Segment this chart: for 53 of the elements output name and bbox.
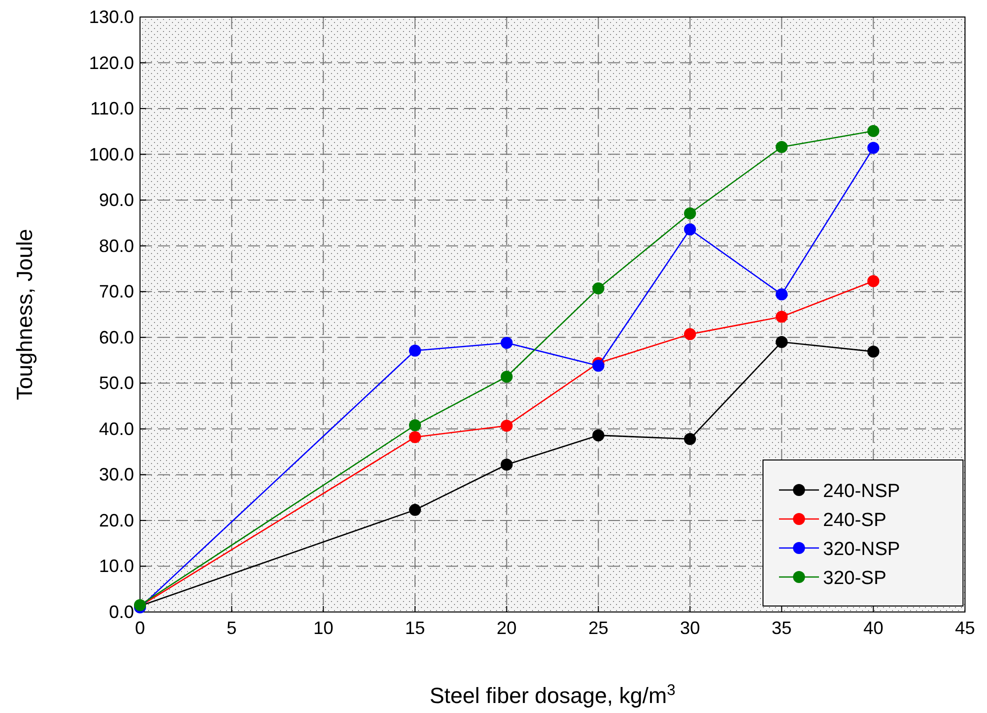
x-tick-label: 30 <box>680 618 700 638</box>
point <box>684 432 696 445</box>
y-tick-label: 20.0 <box>98 510 134 530</box>
x-axis-title: Steel fiber dosage, kg/m$^{3}$ <box>430 682 676 708</box>
x-tick-label: 25 <box>588 618 608 638</box>
x-tick-label: 0 <box>134 618 146 638</box>
x-tick-label: 20 <box>496 618 517 638</box>
point <box>684 207 696 220</box>
point <box>867 346 880 358</box>
y-tick-label: 70.0 <box>98 282 134 302</box>
point <box>592 360 604 372</box>
point <box>409 419 421 432</box>
point <box>776 288 788 300</box>
point <box>684 223 696 236</box>
point <box>409 504 421 516</box>
x-tick-label: 45 <box>954 618 976 638</box>
point <box>500 370 513 383</box>
x-tick-label: 15 <box>404 618 426 638</box>
x-tick-label: 5 <box>226 618 237 638</box>
y-tick-label: 130.0 <box>88 7 134 27</box>
point <box>409 344 421 357</box>
y-tick-label: 0.0 <box>108 602 134 622</box>
point <box>409 431 421 444</box>
point <box>592 429 604 442</box>
point <box>776 336 788 348</box>
x-tick-label: 35 <box>772 618 792 638</box>
legend-label: 240-SP <box>823 510 886 531</box>
legend-label: 320-NSP <box>823 539 900 560</box>
y-axis-title: Toughness, Joule <box>12 228 37 400</box>
point <box>867 142 880 154</box>
point <box>867 124 880 137</box>
point <box>867 275 880 288</box>
y-tick-label: 30.0 <box>98 464 134 485</box>
y-tick-label: 60.0 <box>98 327 134 348</box>
point <box>500 420 513 432</box>
y-tick-label: 120.0 <box>88 52 134 73</box>
point <box>684 328 696 340</box>
legend-label: 240-NSP <box>823 481 900 502</box>
y-tick-label: 80.0 <box>98 236 134 256</box>
y-tick-label: 10.0 <box>98 556 134 576</box>
y-tick-label: 100.0 <box>88 144 134 164</box>
x-tick-label: 10 <box>313 618 334 638</box>
point <box>500 458 513 471</box>
point <box>500 336 513 349</box>
y-tick-label: 110.0 <box>90 98 134 119</box>
x-tick-label: 40 <box>863 618 884 638</box>
y-tick-label: 40.0 <box>98 418 134 439</box>
point <box>776 310 788 323</box>
y-tick-label: 50.0 <box>98 373 134 394</box>
legend-label: 320-SP <box>823 568 886 589</box>
point <box>776 140 788 153</box>
point <box>592 282 604 294</box>
y-tick-label: 90.0 <box>98 190 134 210</box>
